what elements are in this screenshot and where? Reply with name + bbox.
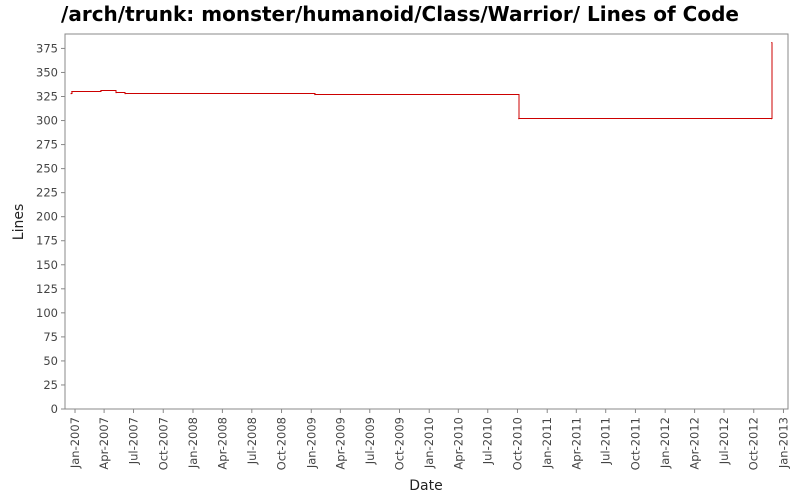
data-point (71, 91, 73, 93)
y-tick-label: 150 (36, 258, 58, 272)
x-tick-label: Apr-2011 (569, 417, 583, 470)
data-point (115, 92, 117, 94)
x-tick-label: Jul-2009 (363, 417, 377, 465)
x-tick-label: Oct-2011 (628, 417, 642, 470)
data-point (771, 42, 773, 44)
data-point (770, 118, 773, 120)
x-tick-label: Jan-2010 (422, 417, 436, 469)
x-tick-label: Jul-2012 (717, 417, 731, 465)
chart-title: /arch/trunk: monster/humanoid/Class/Warr… (61, 2, 739, 26)
y-tick-label: 0 (51, 402, 58, 416)
y-axis: 0 25 50 75 100 125 150 175 200 225 250 275 300 325 350… (36, 41, 65, 416)
x-tick-label: Apr-2012 (688, 417, 702, 470)
data-point (100, 90, 102, 92)
data-point (518, 118, 520, 120)
data-point (124, 93, 126, 95)
x-tick-label: Jan-2007 (68, 417, 82, 469)
y-tick-label: 375 (36, 41, 58, 55)
x-tick-label: Jul-2011 (599, 417, 613, 465)
x-tick-label: Oct-2009 (393, 417, 407, 470)
y-tick-label: 50 (43, 354, 58, 368)
x-tick-label: Jan-2013 (776, 417, 790, 469)
plot-frame (64, 33, 789, 410)
x-tick-label: Jan-2011 (540, 417, 554, 469)
x-tick-label: Jan-2008 (186, 417, 200, 469)
x-tick-label: Oct-2010 (510, 417, 524, 470)
y-tick-label: 175 (36, 234, 58, 248)
y-tick-label: 325 (36, 90, 58, 104)
y-tick-label: 125 (36, 282, 58, 296)
y-tick-label: 250 (36, 162, 58, 176)
x-tick-label: Oct-2012 (747, 417, 761, 470)
y-tick-label: 350 (36, 65, 58, 79)
x-axis-title: Date (409, 478, 442, 494)
y-tick-label: 300 (36, 114, 58, 128)
y-tick-label: 75 (43, 330, 58, 344)
x-tick-label: Jul-2007 (127, 417, 141, 465)
x-tick-label: Apr-2007 (97, 417, 111, 470)
y-tick-label: 225 (36, 186, 58, 200)
x-tick-label: Apr-2009 (333, 417, 347, 470)
series-layer (70, 42, 773, 120)
x-tick-label: Apr-2008 (215, 417, 229, 470)
y-axis-title: Lines (11, 204, 27, 240)
x-tick-label: Jul-2008 (245, 417, 259, 465)
y-tick-label: 275 (36, 138, 58, 152)
y-tick-label: 200 (36, 210, 58, 224)
x-tick-label: Jan-2012 (658, 417, 672, 469)
data-point (70, 93, 72, 95)
x-axis: Jan-2007 Apr-2007 Jul-2007 Oct-2007 Jan-2008… (68, 409, 790, 470)
y-tick-label: 25 (43, 378, 58, 392)
x-tick-label: Jan-2009 (304, 417, 318, 469)
x-tick-label: Oct-2007 (156, 417, 170, 470)
data-point (314, 93, 316, 96)
y-tick-label: 100 (36, 306, 58, 320)
x-tick-label: Jul-2010 (481, 417, 495, 465)
x-tick-label: Oct-2008 (275, 417, 289, 470)
x-tick-label: Apr-2010 (451, 417, 465, 470)
